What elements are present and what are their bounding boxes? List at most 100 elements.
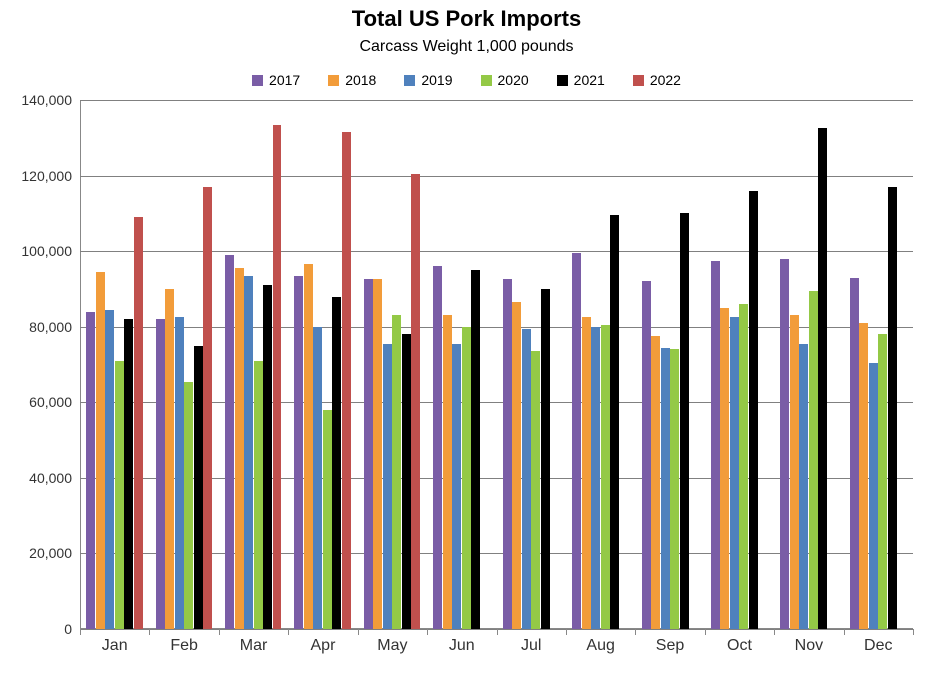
bar	[235, 268, 244, 629]
bar	[522, 329, 531, 629]
bar	[878, 334, 887, 629]
bar	[471, 270, 480, 629]
bar	[680, 213, 689, 629]
legend-swatch	[633, 75, 644, 86]
legend-swatch	[252, 75, 263, 86]
legend-item: 2018	[328, 72, 376, 88]
legend-label: 2022	[650, 72, 681, 88]
x-axis-tick	[844, 629, 845, 635]
bar	[591, 327, 600, 629]
y-axis-tick-label: 40,000	[29, 470, 72, 486]
bar	[194, 346, 203, 629]
x-axis-tick	[774, 629, 775, 635]
chart-container: Total US Pork Imports Carcass Weight 1,0…	[0, 0, 933, 677]
bar	[739, 304, 748, 629]
x-axis-tick-label: Jan	[102, 637, 128, 655]
bar	[273, 125, 282, 629]
bar	[443, 315, 452, 629]
bar	[809, 291, 818, 629]
bar	[411, 174, 420, 629]
bar	[601, 325, 610, 629]
bar	[294, 276, 303, 629]
legend-item: 2019	[404, 72, 452, 88]
bar	[582, 317, 591, 629]
legend-label: 2019	[421, 72, 452, 88]
bar	[651, 336, 660, 629]
bar	[342, 132, 351, 629]
x-axis-tick	[566, 629, 567, 635]
y-axis-tick-label: 120,000	[21, 168, 72, 184]
bar	[799, 344, 808, 629]
y-axis-tick-label: 60,000	[29, 394, 72, 410]
x-axis-tick	[80, 629, 81, 635]
y-axis-tick-label: 0	[64, 621, 72, 637]
bar	[105, 310, 114, 629]
legend-item: 2022	[633, 72, 681, 88]
x-axis-tick	[427, 629, 428, 635]
bar	[720, 308, 729, 629]
legend-item: 2017	[252, 72, 300, 88]
y-axis-tick-label: 20,000	[29, 545, 72, 561]
bar	[263, 285, 272, 629]
bar	[383, 344, 392, 629]
bar	[332, 297, 341, 630]
x-axis-tick	[149, 629, 150, 635]
bar	[610, 215, 619, 629]
x-axis-tick	[497, 629, 498, 635]
bar	[670, 349, 679, 629]
x-axis-tick-label: Nov	[795, 637, 823, 655]
bar	[134, 217, 143, 629]
x-axis-tick-label: Sep	[656, 637, 684, 655]
chart-title: Total US Pork Imports	[0, 6, 933, 32]
bar	[869, 363, 878, 629]
legend-item: 2021	[557, 72, 605, 88]
bar	[244, 276, 253, 629]
legend-swatch	[404, 75, 415, 86]
bar	[512, 302, 521, 629]
bar	[462, 327, 471, 629]
bar	[503, 279, 512, 629]
bar	[124, 319, 133, 629]
gridline	[80, 176, 913, 177]
plot-area: 020,00040,00060,00080,000100,000120,0001…	[80, 100, 913, 629]
legend-label: 2017	[269, 72, 300, 88]
bar	[433, 266, 442, 629]
bar	[364, 279, 373, 629]
x-axis-tick	[219, 629, 220, 635]
bar	[850, 278, 859, 629]
bar	[184, 382, 193, 629]
bar	[541, 289, 550, 629]
bar	[313, 327, 322, 629]
bar	[203, 187, 212, 629]
gridline	[80, 100, 913, 101]
bar	[165, 289, 174, 629]
bar	[790, 315, 799, 629]
y-axis-tick-label: 100,000	[21, 243, 72, 259]
y-axis-tick-label: 140,000	[21, 92, 72, 108]
bar	[115, 361, 124, 629]
x-axis-tick	[705, 629, 706, 635]
bar	[888, 187, 897, 629]
bar	[661, 348, 670, 630]
y-axis-tick-label: 80,000	[29, 319, 72, 335]
x-axis-tick-label: Mar	[240, 637, 268, 655]
x-axis-tick-label: Apr	[311, 637, 336, 655]
bar	[373, 279, 382, 629]
bar	[175, 317, 184, 629]
bar	[304, 264, 313, 629]
bar	[531, 351, 540, 629]
bar	[254, 361, 263, 629]
legend-label: 2020	[498, 72, 529, 88]
bar	[86, 312, 95, 629]
x-axis-tick	[913, 629, 914, 635]
x-axis-tick	[288, 629, 289, 635]
x-axis-tick-label: Feb	[170, 637, 198, 655]
legend: 2017 2018 2019 2020 2021 2022	[0, 72, 933, 88]
bar	[225, 255, 234, 629]
legend-swatch	[328, 75, 339, 86]
x-axis-tick-label: Jun	[449, 637, 475, 655]
x-axis-tick	[358, 629, 359, 635]
x-axis-tick-label: Aug	[586, 637, 614, 655]
bar	[730, 317, 739, 629]
bar	[749, 191, 758, 629]
